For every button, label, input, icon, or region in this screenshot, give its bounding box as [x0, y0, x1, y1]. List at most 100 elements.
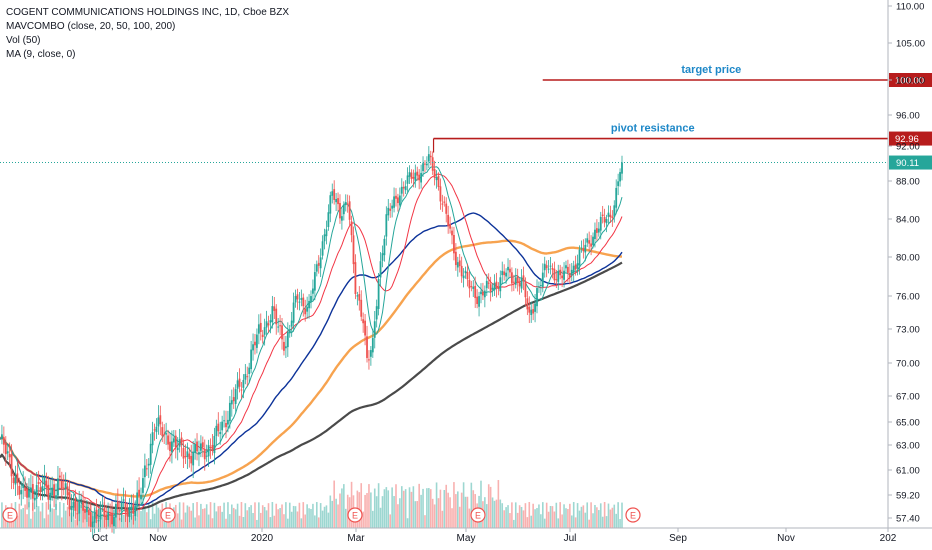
candle-body	[138, 489, 140, 497]
candle-body	[263, 327, 266, 335]
volume-bar	[213, 502, 216, 528]
indicator-mavcombo[interactable]: MAVCOMBO (close, 20, 50, 100, 200)	[6, 21, 176, 32]
volume-bar	[49, 504, 52, 528]
volume-bar	[259, 512, 262, 528]
candle-body	[174, 435, 177, 448]
volume-bar	[18, 503, 21, 528]
volume-bar	[344, 508, 347, 528]
candle-body	[391, 205, 394, 209]
volume-bar	[437, 498, 440, 528]
candle-body	[565, 265, 567, 269]
indicator-volume[interactable]: Vol (50)	[6, 35, 41, 46]
candle-body	[547, 268, 550, 270]
candle-body	[572, 265, 575, 273]
candle-body	[331, 191, 334, 196]
candle-body	[219, 431, 222, 435]
candle-body	[84, 508, 86, 513]
candle-body	[526, 298, 529, 310]
volume-bar	[273, 515, 276, 528]
volume-bar	[174, 504, 177, 528]
volume-bar	[20, 509, 23, 528]
candle-body	[178, 439, 181, 447]
candle-body	[534, 303, 536, 312]
candle-body	[267, 323, 270, 326]
candle-body	[586, 238, 589, 243]
volume-bar	[603, 502, 606, 528]
volume-bar	[561, 514, 563, 528]
volume-bar	[153, 513, 156, 528]
volume-bar	[37, 506, 40, 528]
candle-body	[449, 223, 451, 229]
candle-body	[172, 438, 175, 443]
candle-body	[346, 203, 349, 205]
candle-body	[435, 176, 438, 181]
volume-bar	[360, 483, 363, 528]
price-tick-label: 67.00	[896, 392, 920, 403]
volume-bar	[180, 519, 183, 528]
candle-body	[358, 294, 361, 301]
candle-body	[230, 400, 233, 405]
candle-body	[559, 269, 562, 276]
volume-bar	[62, 503, 65, 528]
candle-body	[350, 221, 353, 236]
candle-body	[111, 512, 113, 525]
last-price-tag	[889, 155, 932, 170]
volume-bar	[580, 506, 583, 528]
volume-bar	[487, 484, 490, 528]
candle-body	[557, 271, 560, 282]
volume-bar	[263, 507, 266, 528]
candle-body	[321, 241, 324, 256]
volume-bar	[33, 511, 36, 528]
time-tick-label: Sep	[669, 533, 687, 544]
candle-body	[128, 506, 131, 518]
price-tick-label: 76.00	[896, 292, 920, 303]
price-tick-label: 80.00	[896, 253, 920, 264]
candle-body	[10, 454, 13, 477]
candle-body	[395, 195, 397, 199]
volume-bar	[522, 510, 525, 528]
volume-bar	[530, 515, 533, 528]
volume-bar	[547, 511, 550, 528]
candle-body	[250, 349, 253, 370]
candle-body	[227, 419, 229, 425]
volume-bar	[574, 517, 577, 528]
volume-bar	[163, 516, 165, 528]
candle-body	[286, 331, 289, 348]
candle-body	[118, 510, 121, 512]
candle-body	[507, 266, 509, 271]
candle-body	[456, 262, 459, 268]
candle-body	[342, 204, 345, 215]
indicator-ma[interactable]: MA (9, close, 0)	[6, 49, 76, 60]
candle-body	[603, 217, 606, 223]
candle-body	[563, 270, 565, 280]
candle-body	[555, 279, 558, 281]
volume-bar	[142, 506, 144, 528]
volume-bar	[464, 496, 467, 528]
candle-body	[383, 238, 386, 256]
candle-body	[402, 186, 405, 189]
candle-body	[134, 506, 137, 517]
candle-body	[176, 447, 179, 451]
volume-bar	[190, 510, 193, 528]
volume-bar	[211, 518, 214, 528]
volume-bar	[551, 506, 554, 528]
volume-bar	[331, 500, 334, 528]
candle-body	[55, 495, 57, 499]
volume-bar	[373, 488, 376, 528]
candle-body	[393, 196, 395, 208]
candle-body	[426, 163, 428, 166]
candle-body	[1, 434, 3, 438]
last-price-label: 90.11	[896, 158, 919, 169]
volume-bar	[538, 504, 540, 528]
volume-bar	[304, 514, 307, 528]
volume-bar	[588, 519, 590, 528]
volume-bar	[596, 507, 598, 528]
volume-bar	[343, 484, 345, 528]
candle-body	[312, 288, 314, 294]
volume-bar	[312, 503, 314, 528]
volume-bar	[489, 486, 492, 528]
candle-body	[78, 501, 81, 514]
candle-body	[580, 247, 583, 249]
